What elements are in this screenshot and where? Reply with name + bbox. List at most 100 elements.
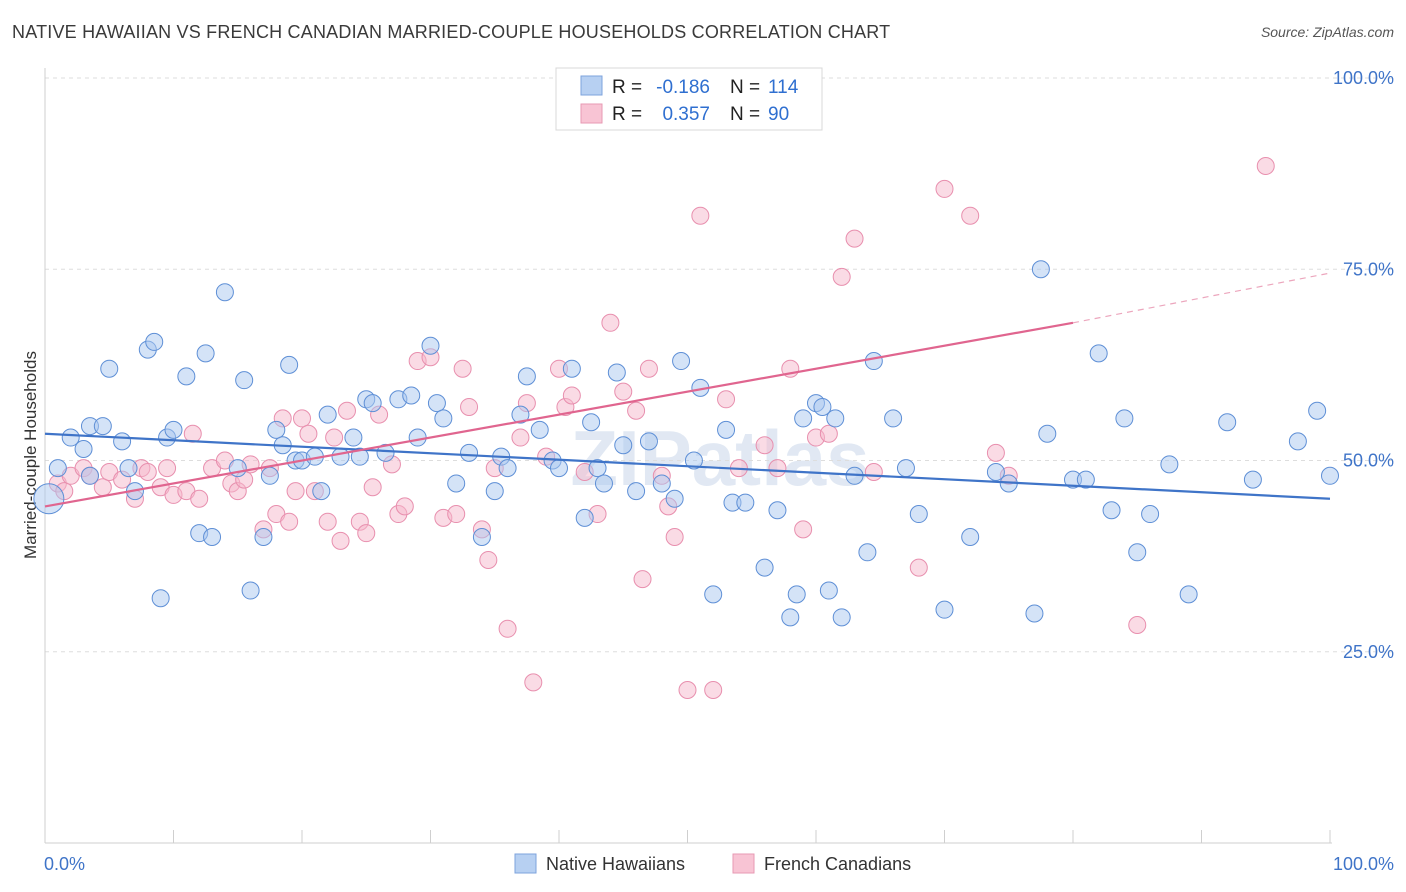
- native-hawaiians-point: [1089, 344, 1108, 363]
- french-canadians-trend-line: [44, 321, 1074, 508]
- native-hawaiians-point: [665, 489, 684, 508]
- bottom-legend-label-native-hawaiians: Native Hawaiians: [546, 854, 685, 874]
- native-hawaiians-point: [935, 600, 954, 619]
- french-canadians-point: [190, 489, 209, 508]
- native-hawaiians-point: [80, 466, 99, 485]
- french-canadians-point: [453, 359, 472, 378]
- french-canadians-point: [794, 520, 813, 539]
- native-hawaiians-point: [344, 428, 363, 447]
- french-canadians-point: [704, 681, 723, 699]
- french-canadians-point: [293, 409, 311, 428]
- legend-r-label-1: R =: [612, 77, 642, 98]
- native-hawaiians-point: [1102, 501, 1121, 520]
- french-canadians-point: [318, 512, 337, 531]
- x-tick-label-min: 0.0%: [44, 854, 85, 874]
- french-canadians-point: [138, 462, 157, 481]
- native-hawaiians-point: [614, 436, 633, 455]
- french-canadians-point: [627, 401, 646, 420]
- native-hawaiians-point: [331, 447, 350, 466]
- native-hawaiians-point: [736, 493, 755, 512]
- legend-n-label-2: N =: [730, 104, 760, 125]
- legend-n-label-1: N =: [730, 77, 760, 98]
- native-hawaiians-point: [896, 459, 915, 478]
- french-canadians-point: [447, 505, 466, 524]
- french-canadians-trend-extension: [1072, 272, 1331, 324]
- x-tick-label-max: 100.0%: [1333, 854, 1394, 874]
- native-hawaiians-point: [1038, 424, 1057, 443]
- legend-r-value-1: -0.186: [656, 77, 710, 98]
- french-canadians-point: [961, 206, 980, 225]
- y-tick-label-100: 100.0%: [1333, 68, 1394, 88]
- french-canadians-point: [768, 459, 787, 478]
- native-hawaiians-point: [986, 462, 1005, 481]
- native-hawaiians-point: [164, 420, 183, 439]
- y-tick-labels: 25.0% 50.0% 75.0% 100.0%: [1333, 68, 1394, 662]
- native-hawaiians-point: [607, 363, 626, 382]
- french-canadians-point: [1256, 156, 1275, 175]
- native-hawaiians-point: [113, 432, 132, 451]
- native-hawaiians-point: [594, 474, 613, 493]
- native-hawaiians-point: [588, 459, 607, 478]
- native-hawaiians-point: [511, 405, 530, 424]
- native-hawaiians-point: [1308, 401, 1327, 420]
- french-canadians-point: [614, 382, 633, 401]
- native-hawaiians-point: [1321, 466, 1339, 485]
- chart-title: NATIVE HAWAIIAN VS FRENCH CANADIAN MARRI…: [12, 22, 891, 42]
- native-hawaiians-point: [376, 443, 395, 462]
- french-canadians-point: [691, 206, 710, 225]
- native-hawaiians-point: [177, 367, 196, 386]
- legend-swatch-blue: [580, 75, 603, 96]
- french-canadians-point: [498, 619, 517, 638]
- native-hawaiians-point: [402, 386, 421, 405]
- french-canadians-point: [717, 390, 736, 409]
- native-hawaiians-point: [93, 417, 112, 436]
- french-canadians-point: [633, 570, 652, 589]
- french-canadians-point: [479, 550, 498, 569]
- native-hawaiians-point: [562, 359, 581, 378]
- french-canadians-point: [601, 313, 620, 332]
- gridlines: [45, 77, 1392, 653]
- native-hawaiians-point: [485, 482, 504, 501]
- series-legend: Native Hawaiians French Canadians: [514, 853, 911, 874]
- native-hawaiians-point: [145, 332, 164, 351]
- native-hawaiians-point: [1160, 455, 1179, 474]
- native-hawaiians-point: [884, 409, 903, 428]
- french-canadians-point: [909, 558, 928, 577]
- native-hawaiians-point: [267, 420, 286, 439]
- french-canadians-point: [460, 397, 479, 416]
- native-hawaiians-point: [794, 409, 813, 428]
- native-hawaiians-point: [318, 405, 337, 424]
- native-hawaiians-point: [427, 394, 446, 413]
- native-hawaiians-point: [241, 581, 260, 600]
- native-hawaiians-point: [203, 528, 222, 546]
- french-canadians-point: [337, 401, 356, 420]
- native-hawaiians-point: [1243, 470, 1262, 489]
- legend-n-value-2: 90: [768, 104, 789, 125]
- native-hawaiians-point: [100, 359, 119, 378]
- native-hawaiians-point: [254, 528, 273, 546]
- native-hawaiians-point: [639, 432, 658, 451]
- french-canadians-point: [158, 459, 177, 478]
- french-canadians-point: [832, 267, 851, 286]
- french-canadians-point: [639, 359, 658, 378]
- y-axis-title: Married-couple Households: [21, 351, 40, 559]
- french-canadians-point: [665, 528, 684, 546]
- native-hawaiians-point: [832, 608, 851, 627]
- native-hawaiians-point: [447, 474, 466, 493]
- native-hawaiians-point-large: [33, 483, 65, 515]
- native-hawaiians-point: [575, 508, 594, 527]
- native-hawaiians-point: [768, 501, 787, 520]
- native-hawaiians-point: [858, 543, 877, 562]
- french-canadians-point: [357, 524, 376, 543]
- native-hawaiians-point: [781, 608, 800, 627]
- trend-lines: [44, 272, 1331, 508]
- native-hawaiians-point: [813, 397, 832, 416]
- native-hawaiians-point: [235, 371, 254, 390]
- native-hawaiians-point: [363, 394, 382, 413]
- french-canadians-point: [755, 436, 774, 455]
- native-hawaiians-point: [312, 482, 331, 501]
- native-hawaiians-point: [1025, 604, 1044, 623]
- native-hawaiians-point: [260, 466, 279, 485]
- native-hawaiians-point: [517, 367, 536, 386]
- french-canadians-point: [562, 386, 581, 405]
